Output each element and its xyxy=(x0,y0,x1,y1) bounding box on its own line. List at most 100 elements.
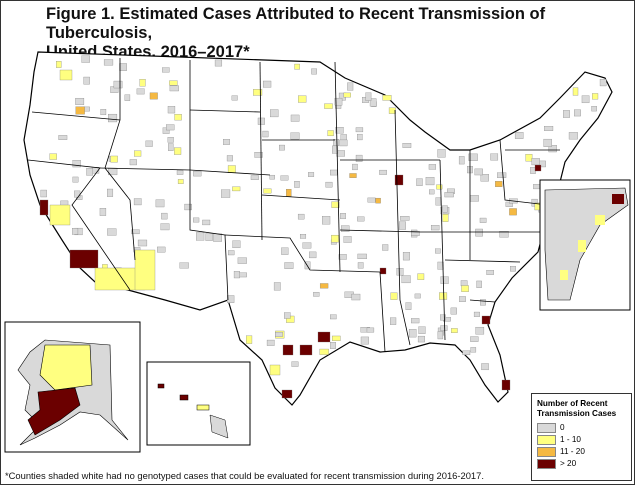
county-patch xyxy=(254,152,263,158)
county-patch xyxy=(134,150,142,157)
county-patch xyxy=(592,93,599,100)
county-patch xyxy=(436,184,443,190)
county-patch xyxy=(313,291,320,297)
county-patch xyxy=(232,240,241,249)
county-patch xyxy=(124,94,131,101)
county-patch xyxy=(162,67,170,73)
county-patch xyxy=(59,69,73,81)
county-patch xyxy=(166,124,175,131)
county-patch xyxy=(490,153,499,161)
county-patch xyxy=(290,114,300,122)
county-patch xyxy=(499,231,509,238)
legend-label: 11 - 20 xyxy=(560,447,585,456)
county-patch xyxy=(139,79,146,87)
county-patch xyxy=(246,335,253,344)
county-patch xyxy=(563,110,570,118)
county-patch xyxy=(382,95,392,101)
county-patch xyxy=(167,137,174,143)
county-patch xyxy=(430,225,440,231)
county-patch xyxy=(317,331,331,343)
county-patch xyxy=(530,167,536,174)
county-patch xyxy=(257,117,265,125)
county-patch xyxy=(275,331,283,337)
county-patch xyxy=(414,293,421,299)
county-patch xyxy=(239,272,247,278)
figure-title: Figure 1. Estimated Cases Attributed to … xyxy=(46,5,635,62)
legend-swatch xyxy=(537,422,556,433)
county-patch xyxy=(184,203,192,211)
county-patch xyxy=(174,147,182,155)
county-patch xyxy=(379,169,387,175)
county-patch xyxy=(349,173,357,178)
county-patch xyxy=(280,175,289,181)
legend-item-1-10: 1 - 10 xyxy=(537,434,631,445)
county-patch xyxy=(223,139,230,145)
county-patch xyxy=(299,344,313,356)
county-patch xyxy=(179,262,189,269)
legend-swatch xyxy=(537,458,556,469)
county-patch xyxy=(401,275,411,284)
county-patch xyxy=(437,261,444,270)
county-patch xyxy=(468,153,478,161)
county-patch xyxy=(284,312,291,319)
county-patch xyxy=(435,197,442,206)
county-patch xyxy=(355,127,364,133)
county-patch xyxy=(161,212,168,220)
county-patch xyxy=(237,257,247,264)
county-patch xyxy=(357,216,365,222)
county-patch xyxy=(83,76,90,85)
county-patch xyxy=(282,344,294,356)
county-patch xyxy=(572,87,579,96)
county-patch xyxy=(352,163,358,171)
county-patch xyxy=(394,174,404,186)
county-patch xyxy=(425,177,435,186)
county-patch xyxy=(155,199,165,208)
county-patch xyxy=(331,335,341,341)
county-patch xyxy=(351,293,361,301)
county-patch xyxy=(250,175,259,180)
county-patch xyxy=(470,195,479,202)
county-patch xyxy=(137,239,148,247)
county-patch xyxy=(160,223,170,231)
county-patch xyxy=(145,140,153,147)
county-patch xyxy=(193,171,202,177)
county-patch xyxy=(405,302,412,310)
county-patch xyxy=(136,88,145,95)
county-patch xyxy=(86,167,93,176)
county-patch xyxy=(497,172,507,178)
county-patch xyxy=(510,266,516,272)
county-patch xyxy=(458,156,465,165)
county-patch xyxy=(476,280,482,288)
county-patch xyxy=(322,216,331,225)
county-patch xyxy=(327,130,334,137)
county-patch xyxy=(411,318,420,324)
county-patch xyxy=(479,217,487,223)
county-patch xyxy=(440,314,446,321)
state-borders xyxy=(27,58,560,353)
county-patch xyxy=(262,80,272,88)
county-patch xyxy=(227,250,235,256)
county-patch xyxy=(227,165,236,173)
map-legend: Number of Recent Transmission Cases 0 1 … xyxy=(531,393,632,481)
county-patch xyxy=(266,339,275,346)
county-patch xyxy=(357,262,364,269)
county-patch xyxy=(343,236,352,243)
county-patch xyxy=(74,190,81,198)
county-patch xyxy=(231,95,238,101)
county-patch xyxy=(273,282,281,291)
county-patch xyxy=(113,80,123,89)
county-patch xyxy=(294,63,300,70)
county-patch xyxy=(451,328,458,333)
county-patch xyxy=(525,154,533,162)
county-patch xyxy=(221,189,231,198)
county-patch xyxy=(284,262,294,269)
county-patch xyxy=(400,216,410,221)
county-patch xyxy=(388,107,396,114)
legend-swatch xyxy=(537,434,556,445)
county-patch xyxy=(279,144,285,151)
title-line-1: Figure 1. Estimated Cases Attributed to … xyxy=(46,5,546,42)
county-patch xyxy=(72,160,81,168)
legend-label: 1 - 10 xyxy=(560,435,581,444)
footnote: *Counties shaded white had no genotyped … xyxy=(5,470,484,481)
